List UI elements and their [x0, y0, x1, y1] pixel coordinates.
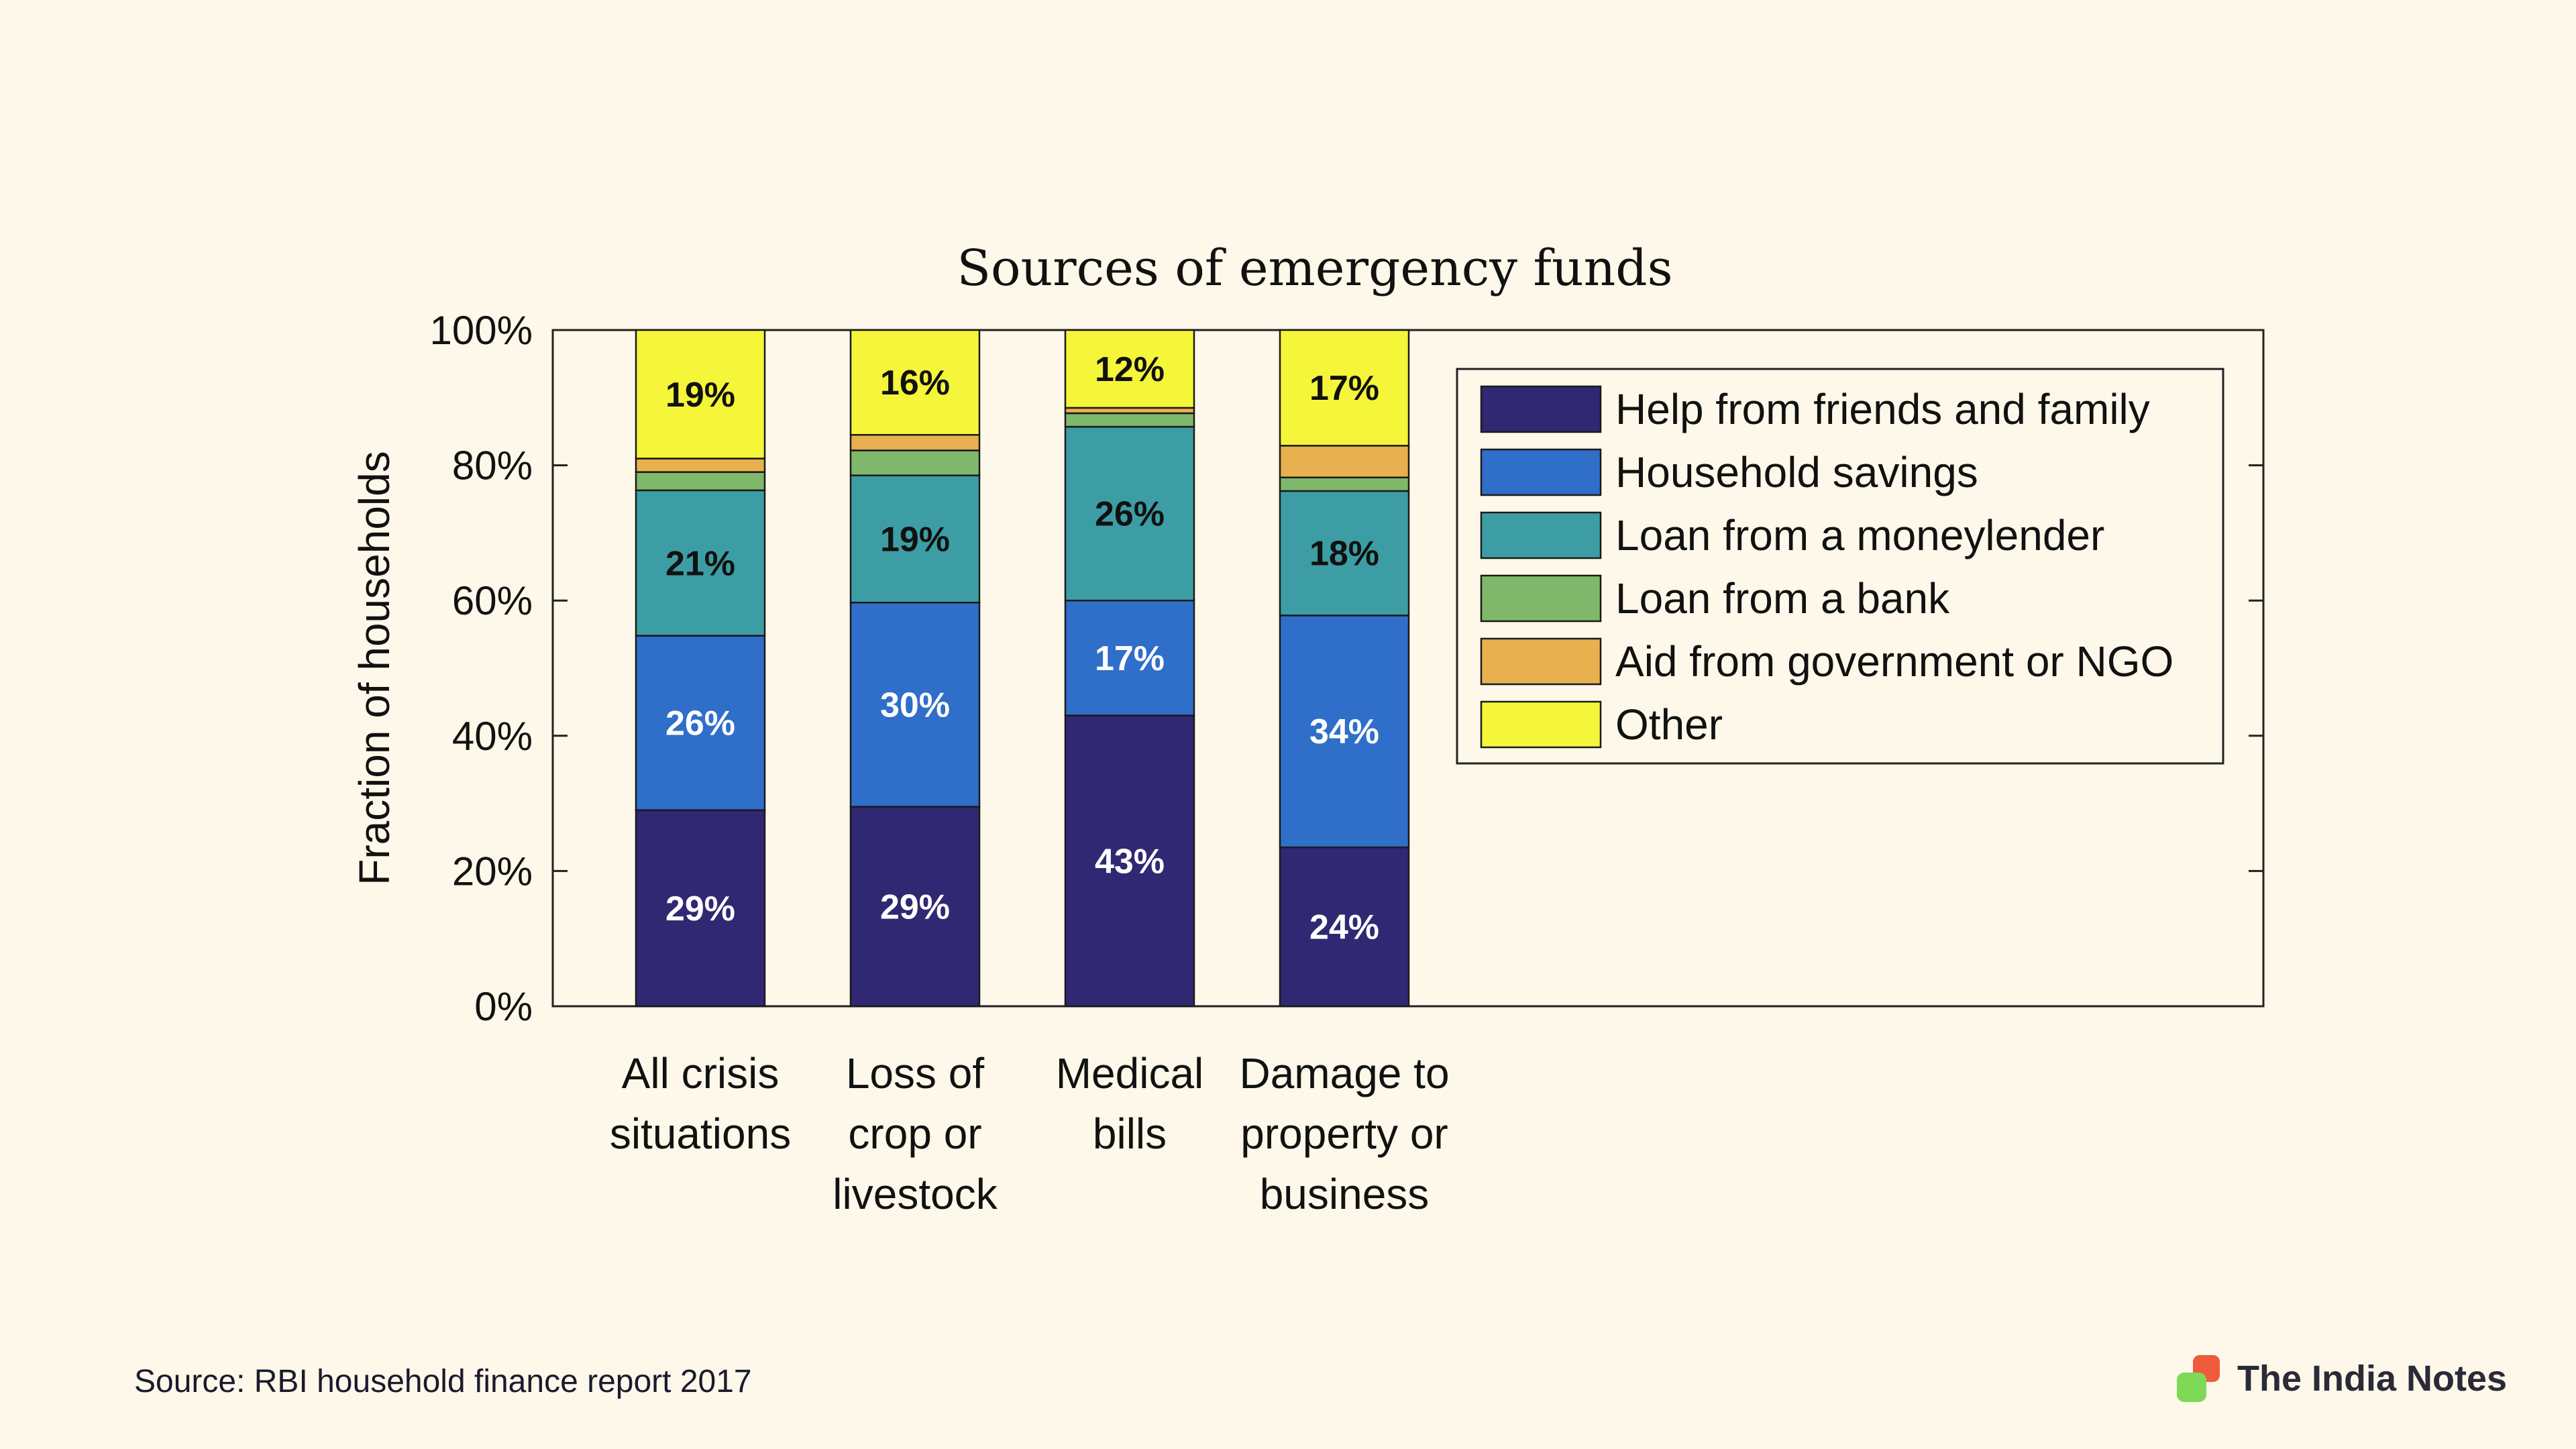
bar-value-label: 26%	[665, 704, 735, 743]
y-axis-label: Fraction of households	[350, 451, 398, 885]
x-category-label: Medical bills	[1056, 1049, 1204, 1158]
bar-segment	[1279, 329, 1410, 447]
legend-swatch	[1480, 448, 1602, 496]
bar-segment	[1279, 490, 1410, 616]
bar-segment	[849, 474, 981, 604]
bar-value-label: 17%	[1309, 369, 1379, 408]
bar-segment	[1064, 425, 1195, 602]
brand-logo-icon	[2177, 1355, 2222, 1402]
bar-value-label: 16%	[880, 364, 950, 402]
legend-swatch	[1480, 574, 1602, 623]
bar-value-label: 29%	[665, 890, 735, 928]
bar-segment	[635, 329, 766, 460]
bar-segment	[635, 635, 766, 811]
legend-entry-label: Other	[1615, 700, 1723, 749]
bar-segment	[1279, 445, 1410, 478]
legend-entry-label: Loan from a bank	[1615, 574, 1950, 623]
bar-segment	[849, 329, 981, 436]
bar-value-label: 26%	[1095, 495, 1165, 534]
brand-name: The India Notes	[2237, 1358, 2508, 1399]
bar-segment	[1279, 846, 1410, 1008]
bar-segment	[849, 601, 981, 808]
bar-segment	[1064, 412, 1195, 428]
x-category-label: Loss of crop or livestock	[833, 1049, 998, 1218]
bar-value-label: 12%	[1095, 350, 1165, 389]
bar-segment	[1064, 329, 1195, 409]
legend-entry-label: Household savings	[1615, 448, 1978, 496]
bar-value-label: 18%	[1309, 535, 1379, 574]
bar-segment	[1064, 714, 1195, 1008]
brand[interactable]: The India Notes	[2177, 1355, 2507, 1402]
legend-swatch	[1480, 511, 1602, 559]
legend-box	[1456, 368, 2224, 765]
bar-segment	[635, 809, 766, 1008]
y-tick-label: 60%	[452, 578, 533, 623]
x-category-label: All crisis situations	[610, 1049, 791, 1158]
legend-entry-label: Loan from a moneylender	[1615, 511, 2104, 559]
y-axis: 0% 20% 40% 60% 80% 100%	[430, 308, 2263, 1029]
bar-segment	[1064, 599, 1195, 716]
bar-segment	[1279, 476, 1410, 492]
bar-segment	[849, 806, 981, 1008]
bar-segment	[849, 449, 981, 476]
y-tick-label: 100%	[430, 308, 533, 353]
y-tick-label: 20%	[452, 849, 533, 894]
chart-title: Sources of emergency funds	[957, 239, 1672, 297]
x-axis-categories: All crisis situations Loss of crop or livest…	[610, 1049, 1450, 1218]
legend-swatch	[1480, 385, 1602, 433]
legend-entry-label: Help from friends and family	[1615, 385, 2150, 433]
bars: 29% 26% 21% 19% 29% 30% 19% 16% 43% 17% 26% 12% 24% 3…	[635, 329, 1410, 1008]
legend: Help from friends and family Household sa…	[1456, 368, 2224, 765]
bar-value-label: 24%	[1309, 908, 1379, 947]
bar-segment	[635, 458, 766, 473]
bar-value-label: 21%	[665, 544, 735, 583]
bar-segment	[635, 489, 766, 637]
bar-value-label: 43%	[1095, 842, 1165, 881]
bar-value-label: 17%	[1095, 639, 1165, 678]
x-category-label: Damage to property or business	[1239, 1049, 1449, 1218]
source-note: Source: RBI household finance report 201…	[134, 1364, 752, 1399]
y-tick-label: 0%	[474, 984, 533, 1029]
bar-value-label: 30%	[880, 686, 950, 724]
legend-swatch	[1480, 700, 1602, 749]
y-tick-label: 80%	[452, 443, 533, 488]
bar-value-label: 19%	[665, 376, 735, 415]
y-tick-label: 40%	[452, 714, 533, 759]
legend-swatch	[1480, 637, 1602, 686]
bar-segment	[1279, 614, 1410, 849]
bar-segment	[849, 433, 981, 451]
bar-value-label: 34%	[1309, 712, 1379, 751]
legend-entry-label: Aid from government or NGO	[1615, 637, 2174, 686]
bar-segment	[635, 471, 766, 492]
bar-value-label: 29%	[880, 888, 950, 926]
bar-value-label: 19%	[880, 520, 950, 559]
